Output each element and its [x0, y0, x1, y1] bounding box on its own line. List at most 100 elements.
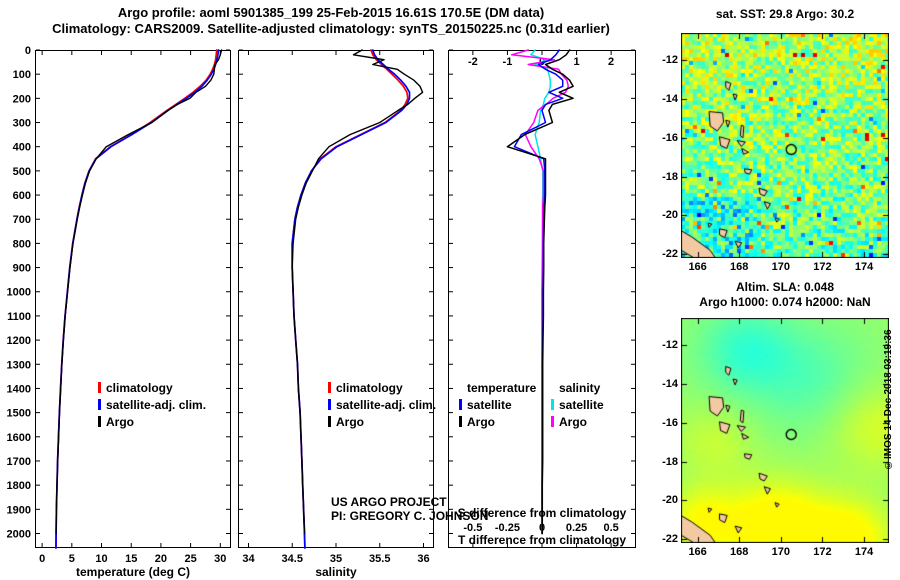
legend-row: satellite-adj. clim. [328, 398, 436, 415]
s-diff-tick-label: -0.5 [463, 522, 482, 534]
temperature-legend-header: temperature [467, 381, 537, 395]
climatology-legend-label: climatology [106, 381, 173, 395]
map-lat-tick-label: -18 [662, 170, 678, 183]
x-tick-label: 35 [330, 553, 342, 565]
sst-map [681, 33, 889, 258]
map-lat-tick-label: -20 [662, 209, 678, 222]
legend-row: Argo [551, 415, 604, 432]
map-lon-tick-label: 174 [854, 261, 874, 273]
depth-tick-label: 1200 [7, 335, 31, 347]
satellite-adj-line-marker [98, 399, 101, 410]
argo-line-marker [98, 416, 101, 427]
map-lat-tick-label: -22 [662, 248, 678, 261]
argo-legend-label: Argo [336, 415, 364, 429]
sla-map-title: Altim. SLA: 0.048 [735, 280, 835, 294]
argo-legend-label: Argo [106, 415, 134, 429]
map-lat-tick-label: -16 [662, 416, 678, 429]
argo-line-marker [328, 416, 331, 427]
x-tick-label: 35.5 [369, 553, 390, 565]
sla-map [681, 318, 889, 543]
map-lon-tick-label: 170 [771, 261, 790, 273]
argo-heights-title: Argo h1000: 0.074 h2000: NaN [699, 295, 871, 309]
x-tick-label: 25 [184, 553, 196, 565]
temperature-panel-legend: climatology satellite-adj. clim. Argo [98, 381, 206, 432]
profile-curve [55, 49, 218, 549]
project-name: US ARGO PROJECT [331, 495, 447, 509]
t-diff-tick-label: 2 [608, 56, 614, 68]
legend-row: climatology [328, 381, 436, 398]
map-lon-tick-label: 166 [688, 261, 707, 273]
depth-tick-label: 1400 [7, 383, 31, 395]
map-lon-tick-label: 166 [688, 546, 707, 558]
depth-tick-label: 500 [13, 166, 31, 178]
satellite-legend-label: satellite [467, 398, 512, 412]
map-lon-tick-label: 172 [813, 546, 832, 558]
figure-title: Argo profile: aoml 5901385_199 25-Feb-20… [117, 5, 545, 20]
climatology-line-marker [328, 382, 331, 393]
depth-tick-label: 1700 [7, 456, 31, 468]
s-difference-label: S difference from climatology [457, 506, 627, 520]
salinity-xlabel: salinity [315, 565, 357, 579]
temperature-xlabel: temperature (deg C) [75, 565, 191, 579]
depth-tick-label: 700 [13, 214, 31, 226]
depth-tick-label: 200 [13, 93, 31, 105]
x-tick-label: 15 [125, 553, 137, 565]
satellite-adj-line-marker [328, 399, 331, 410]
difference-temperature-legend: temperature satellite Argo [459, 381, 536, 432]
profile-curve [291, 49, 409, 549]
map-lon-tick-label: 172 [813, 261, 832, 273]
depth-tick-label: 1900 [7, 504, 31, 516]
satellite-adj-legend-label: satellite-adj. clim. [336, 398, 437, 412]
t-diff-tick-label: -1 [503, 56, 513, 68]
climatology-legend-label: climatology [336, 381, 403, 395]
map-lon-tick-label: 168 [730, 261, 749, 273]
legend-row: Argo [328, 415, 436, 432]
map-lat-tick-label: -20 [662, 494, 678, 507]
climatology-line-marker [98, 382, 101, 393]
satellite-legend-label: satellite [559, 398, 604, 412]
s-diff-tick-label: 0.25 [566, 522, 587, 534]
depth-tick-label: 0 [25, 45, 31, 57]
satellite-adj-legend-label: satellite-adj. clim. [106, 398, 207, 412]
depth-tick-label: 2000 [7, 528, 31, 540]
map-lon-tick-label: 170 [771, 546, 790, 558]
t-difference-label: T difference from climatology [457, 533, 627, 547]
depth-tick-label: 800 [13, 238, 31, 250]
depth-tick-label: 300 [13, 118, 31, 130]
profile-curve [55, 49, 220, 549]
depth-tick-label: 900 [13, 263, 31, 275]
depth-tick-label: 1100 [7, 311, 31, 323]
figure-subtitle: Climatology: CARS2009. Satellite-adjuste… [52, 21, 610, 36]
argo-s-line-marker [551, 416, 554, 427]
project-pi: PI: GREGORY C. JOHNSON [331, 509, 489, 523]
argo-t-line-marker [459, 416, 462, 427]
satellite-t-line-marker [459, 399, 462, 410]
s-diff-tick-label: -0.25 [495, 522, 520, 534]
x-tick-label: 30 [214, 553, 226, 565]
legend-header: temperature [459, 381, 536, 398]
map-lat-tick-label: -12 [662, 339, 678, 352]
depth-tick-label: 1000 [7, 287, 31, 299]
copyright-text: ©IMOS 14-Dec-2018 03:19:36 [883, 329, 894, 471]
map-lat-tick-label: -14 [662, 92, 678, 105]
depth-tick-label: 1300 [7, 359, 31, 371]
depth-tick-label: 1600 [7, 432, 31, 444]
s-diff-tick-label: 0.5 [603, 522, 618, 534]
legend-row: Argo [98, 415, 206, 432]
legend-header: salinity [551, 381, 604, 398]
map-lat-tick-label: -22 [662, 533, 678, 546]
depth-tick-label: 600 [13, 190, 31, 202]
profile-curve [291, 49, 424, 535]
t-diff-tick-label: -2 [468, 56, 478, 68]
x-tick-label: 0 [39, 553, 45, 565]
map-lon-tick-label: 168 [730, 546, 749, 558]
map-lat-tick-label: -18 [662, 455, 678, 468]
profile-curve [55, 49, 223, 535]
x-tick-label: 5 [69, 553, 75, 565]
salinity-panel-legend: climatology satellite-adj. clim. Argo [328, 381, 436, 432]
legend-row: satellite [551, 398, 604, 415]
x-tick-label: 36 [417, 553, 429, 565]
depth-tick-label: 100 [13, 69, 31, 81]
map-lat-tick-label: -16 [662, 131, 678, 144]
